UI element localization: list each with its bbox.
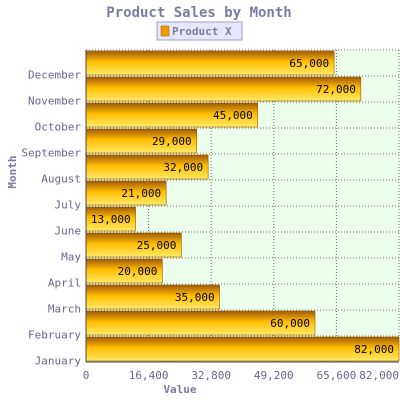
bar-july: [85, 180, 167, 206]
data-label-august: 32,000: [163, 161, 203, 174]
x-tick-label: 82,000: [359, 369, 399, 382]
data-label-june: 13,000: [91, 213, 131, 226]
data-label-february: 60,000: [270, 317, 310, 330]
y-tick-label-september: September: [21, 147, 81, 160]
legend: Product X: [156, 21, 243, 41]
data-label-july: 21,000: [121, 187, 161, 200]
legend-box: [156, 21, 243, 41]
y-tick-label-march: March: [48, 303, 81, 316]
data-label-april: 20,000: [118, 265, 158, 278]
legend-swatch: [160, 25, 170, 37]
bar-october: [85, 102, 259, 128]
y-tick-label-august: August: [41, 173, 81, 186]
legend-label: Product X: [172, 25, 232, 38]
y-tick-labels: January February March April May June July Augu…: [21, 69, 81, 368]
chart-title: Product Sales by Month: [106, 5, 291, 21]
y-tick-label-july: July: [55, 199, 82, 212]
data-label-january: 82,000: [354, 343, 394, 356]
y-tick-label-december: December: [28, 69, 81, 82]
x-tick-label: 0: [83, 369, 90, 382]
x-tick-label: 32,800: [191, 369, 231, 382]
bar-april: [85, 258, 163, 284]
bar-march: [85, 284, 220, 310]
data-label-march: 35,000: [175, 291, 215, 304]
bar-november: [85, 76, 362, 102]
bar-may: [85, 232, 182, 258]
data-labels: 82,000 60,000 35,000 20,000 25,000 13,000 21,0…: [91, 57, 394, 356]
bar-february: [85, 310, 316, 336]
x-tick-label: 65,600: [317, 369, 357, 382]
bar-june: [85, 206, 136, 232]
y-tick-label-january: January: [35, 355, 82, 368]
data-label-october: 45,000: [213, 109, 253, 122]
x-axis-label: Value: [163, 383, 196, 396]
grid-lines: [86, 49, 400, 362]
data-label-november: 72,000: [316, 83, 356, 96]
bar-january: [85, 336, 400, 362]
x-tick-label: 49,200: [254, 369, 294, 382]
bars: [85, 50, 400, 362]
data-label-may: 25,000: [137, 239, 177, 252]
bar-september: [85, 128, 197, 154]
y-tick-label-may: May: [61, 251, 81, 264]
data-label-december: 65,000: [289, 57, 329, 70]
y-tick-label-february: February: [28, 329, 81, 342]
x-tick-labels: 0 16,400 32,800 49,200 65,600 82,000: [83, 369, 399, 382]
x-tick-label: 16,400: [129, 369, 169, 382]
y-tick-label-june: June: [55, 225, 82, 238]
data-label-september: 29,000: [152, 135, 192, 148]
y-axis-label: Month: [6, 155, 19, 188]
y-tick-label-october: October: [35, 121, 82, 134]
y-tick-label-april: April: [48, 277, 81, 290]
y-tick-label-november: November: [28, 95, 81, 108]
